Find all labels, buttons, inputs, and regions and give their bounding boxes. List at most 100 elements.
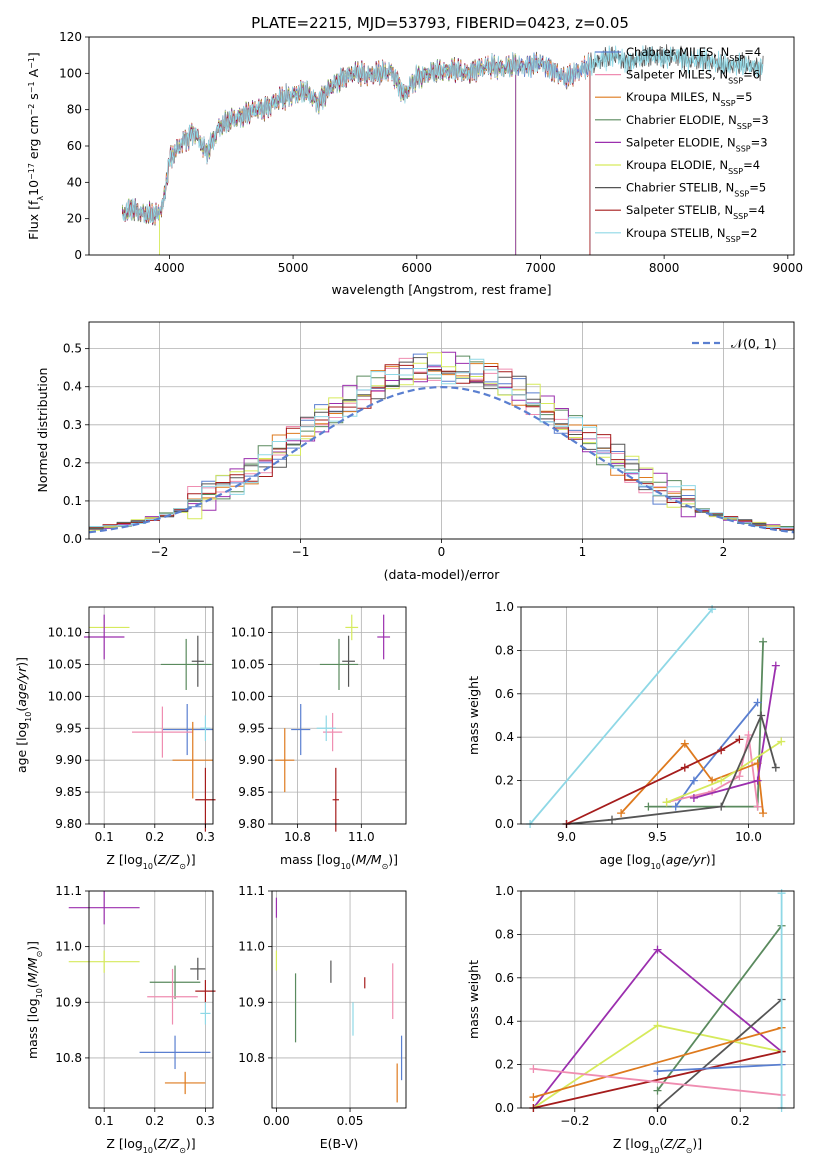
x-tick-label: 7000 — [525, 261, 556, 275]
weight-marker — [680, 739, 689, 748]
axes-frame — [271, 606, 407, 825]
y-tick-label: 9.85 — [55, 785, 82, 799]
age-vs-Z-plot-area — [83, 614, 216, 832]
x-tick-label: 0.2 — [145, 830, 164, 844]
weight-line — [533, 1026, 782, 1099]
y-tick-label: 120 — [59, 30, 82, 44]
axes-frame — [88, 36, 795, 256]
weight-marker — [753, 698, 762, 707]
x-tick-label: 0.3 — [196, 1114, 215, 1128]
y-tick-label: 0.3 — [63, 418, 82, 432]
x-tick-label: 10.0 — [735, 830, 762, 844]
y-tick-label: 9.80 — [55, 817, 82, 831]
y-tick-label: 0.4 — [495, 1014, 514, 1028]
weight-marker — [617, 809, 626, 818]
y-tick-label: 11.1 — [238, 884, 265, 898]
weight-marker — [735, 735, 744, 744]
y-tick-label: 10.00 — [48, 689, 82, 703]
weight-marker — [717, 746, 726, 755]
y-tick-label: 10.00 — [231, 689, 265, 703]
y-tick-label: 20 — [67, 212, 82, 226]
y-tick-label: 40 — [67, 175, 82, 189]
age-vs-Z-panel: 0.1 0.2 0.3 9.80 9.85 9.90 9.95 10.00 10.05 10.10… — [14, 606, 216, 871]
weight-line — [533, 1068, 782, 1096]
x-tick-label: 9000 — [773, 261, 804, 275]
mass-vs-EBV-plot-area — [275, 897, 403, 1103]
y-tick-label: 9.95 — [238, 721, 265, 735]
x-tick-label: 8000 — [649, 261, 680, 275]
x-tick-label: 0.3 — [196, 830, 215, 844]
y-tick-label: 100 — [59, 66, 82, 80]
y-tick-label: 10.8 — [55, 1051, 82, 1065]
y-tick-label: 9.95 — [55, 721, 82, 735]
y-axis-label: mass weight — [466, 960, 481, 1039]
y-tick-label: 0.2 — [495, 1058, 514, 1072]
y-tick-label: 10.8 — [238, 1051, 265, 1065]
x-tick-label: 0.2 — [731, 1114, 750, 1128]
y-tick-label: 10.05 — [231, 657, 265, 671]
weight-marker — [653, 1086, 662, 1095]
x-axis-label: (data-model)/error — [384, 567, 501, 582]
weight-marker — [717, 802, 726, 811]
weight-marker — [529, 1093, 538, 1102]
x-tick-label: 1 — [579, 545, 587, 559]
y-tick-label: 10.05 — [48, 657, 82, 671]
figure-title: PLATE=2215, MJD=53793, FIBERID=0423, z=0… — [251, 14, 629, 32]
x-tick-label: 11.0 — [348, 830, 375, 844]
weight-marker — [753, 802, 762, 811]
y-axis-label: age [log10(age/yr)] — [14, 657, 33, 773]
y-tick-label: 0.2 — [63, 456, 82, 470]
weight-marker — [735, 772, 744, 781]
x-tick-label: 10.8 — [284, 830, 311, 844]
mass-vs-EBV-panel: 0.00 0.05 10.8 10.9 11.0 11.1 E(B-V) — [238, 884, 407, 1151]
spectrum-panel: 4000 5000 6000 7000 8000 9000 0 20 40 60 80 100 120 C… — [26, 30, 803, 297]
histogram-step — [89, 364, 794, 530]
x-axis-label: mass [log10(M/M⊙)] — [280, 852, 398, 871]
weight-marker — [771, 763, 780, 772]
y-axis-label: mass weight — [466, 676, 481, 755]
x-tick-label: 0.2 — [145, 1114, 164, 1128]
legend-entry: Kroupa ELODIE, NSSP=4 — [626, 158, 760, 176]
weight-marker — [708, 605, 717, 614]
y-tick-label: 11.0 — [55, 940, 82, 954]
legend-entry: 𝒩(0, 1) — [731, 336, 777, 351]
weight-marker — [777, 737, 786, 746]
weight-marker — [753, 776, 762, 785]
weight-line — [657, 1063, 782, 1072]
y-tick-label: 0.8 — [495, 643, 514, 657]
x-tick-label: 4000 — [154, 261, 185, 275]
axes-frame — [88, 606, 214, 825]
y-tick-label: 9.90 — [55, 753, 82, 767]
y-tick-label: 9.85 — [238, 785, 265, 799]
x-tick-label: 9.0 — [557, 830, 576, 844]
y-tick-label: 1.0 — [495, 884, 514, 898]
y-tick-label: 0.0 — [495, 1101, 514, 1115]
legend-entry: Chabrier ELODIE, NSSP=3 — [626, 113, 769, 131]
mass-weight-vs-Z-plot-area — [529, 889, 786, 1112]
legend-entry: Salpeter ELODIE, NSSP=3 — [626, 135, 768, 153]
histogram-step — [89, 358, 794, 529]
y-tick-label: 9.80 — [238, 817, 265, 831]
y-tick-label: 0.5 — [63, 342, 82, 356]
age-vs-mass-panel: 10.8 11.0 9.80 9.85 9.90 9.95 10.00 10.05 10.10 m… — [231, 606, 407, 871]
axes-frame — [88, 321, 795, 540]
weight-marker — [608, 815, 616, 824]
x-tick-label: 2 — [720, 545, 728, 559]
mass-vs-Z-plot-area — [68, 891, 216, 1095]
mass-weight-vs-Z-panel: −0.2 0.0 0.2 0.0 0.2 0.4 0.6 0.8 1.0 Z [log10(Z/Z… — [466, 884, 795, 1155]
y-axis-label: mass [log10(M/M⊙)] — [25, 941, 44, 1059]
y-tick-label: 10.10 — [231, 626, 265, 640]
axes-frame — [520, 606, 795, 825]
normal-curve — [88, 385, 795, 534]
weight-marker — [644, 802, 653, 811]
histogram-step — [89, 357, 794, 531]
y-axis-label: Flux [fλ10−17 erg cm−2 s−1 A−1] — [26, 52, 45, 240]
weight-marker — [744, 731, 753, 740]
legend-entry: Kroupa MILES, NSSP=5 — [626, 90, 752, 108]
weight-marker — [759, 809, 768, 818]
weight-line — [529, 608, 713, 825]
weight-line — [533, 1050, 782, 1109]
y-tick-label: 0.8 — [495, 927, 514, 941]
x-axis-label: Z [log10(Z/Z⊙)] — [106, 852, 195, 871]
